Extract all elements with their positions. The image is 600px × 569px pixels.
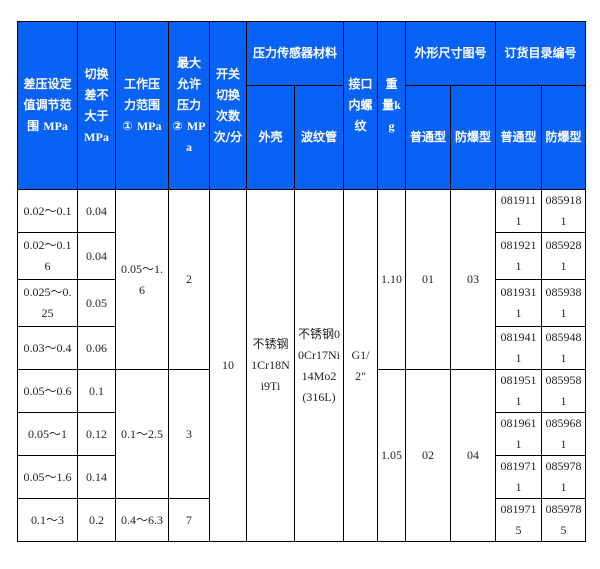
header-switch-diff: 切换差不大于 MPa [77, 21, 116, 190]
header-bellows: 波纹管 [293, 85, 345, 190]
cell-max-pressure: 7 [168, 498, 210, 542]
cell-order-normal: 0819715 [495, 498, 543, 542]
header-unit: kg [388, 98, 401, 133]
cell-switch-diff: 0.12 [77, 412, 116, 456]
cell-order-normal: 0819311 [495, 279, 543, 327]
cell-bellows: 不锈钢00Cr17Ni14Mo2(316L) [293, 189, 345, 542]
cell-order-ex: 0859481 [541, 326, 587, 370]
cell-max-pressure: 2 [168, 189, 210, 370]
cell-weight: 1.10 [377, 189, 407, 370]
cell-order-normal: 0819111 [495, 189, 543, 233]
header-shell: 外壳 [246, 85, 295, 190]
cell-order-normal: 0819411 [495, 326, 543, 370]
cell-work-range: 0.1～2.5 [115, 369, 169, 499]
header-diff-range: 差压设定值调节范围 MPa [17, 21, 78, 190]
header-label: 最大允许压力② [172, 56, 201, 133]
cell-outline-ex: 04 [450, 369, 497, 542]
table-row: 0.02～0.1 0.04 0.05～1.6 2 10 不锈钢1Cr18Ni9T… [17, 189, 587, 542]
header-outline-no: 外形尺寸图号 [405, 21, 497, 86]
cell-diff-range: 0.05～1.6 [17, 455, 78, 499]
header-max-pressure: 最大允许压力② MPa [168, 21, 210, 190]
cell-order-normal: 0819711 [495, 455, 543, 499]
header-label: 差压设定值调节范围 [23, 77, 72, 133]
cell-outline-normal: 01 [405, 189, 452, 370]
header-sensor-material: 压力传感器材料 [245, 21, 345, 86]
header-unit: MPa [186, 119, 206, 154]
cell-order-ex: 0859181 [541, 189, 587, 233]
spec-table: 差压设定值调节范围 MPa 切换差不大于 MPa 工作压力范围① MPa 最大允许… [17, 21, 587, 542]
table-row: 0.02～0.16 0.04 0819211 0859281 [17, 232, 587, 280]
cell-switch-diff: 0.1 [77, 369, 116, 413]
table-row: 0.05～1.6 0.14 0819711 0859781 [17, 455, 587, 499]
cell-diff-range: 0.025～0.25 [17, 279, 78, 327]
header-unit: MPa [84, 129, 109, 144]
cell-switch-diff: 0.06 [77, 326, 116, 370]
header-switch-freq: 开关切换次数次/分 [209, 21, 247, 190]
cell-order-ex: 0859581 [541, 369, 587, 413]
cell-order-ex: 0859781 [541, 455, 587, 499]
cell-order-ex: 0859681 [541, 412, 587, 456]
header-label: 工作压力范围① [122, 77, 160, 133]
header-outline-ex: 防爆型 [450, 85, 497, 190]
cell-work-range: 0.4～6.3 [115, 498, 169, 542]
cell-diff-range: 0.02～0.16 [17, 232, 78, 280]
cell-switch-freq: 10 [209, 189, 247, 542]
cell-order-ex: 0859381 [541, 279, 587, 327]
header-work-range: 工作压力范围① MPa [115, 21, 169, 190]
header-order-ex: 防爆型 [541, 85, 587, 190]
cell-order-normal: 0819611 [495, 412, 543, 456]
cell-order-ex: 0859281 [541, 232, 587, 280]
cell-switch-diff: 0.2 [77, 498, 116, 542]
cell-switch-diff: 0.04 [77, 232, 116, 280]
header-weight: 重量kg [377, 21, 407, 190]
cell-diff-range: 0.05～0.6 [17, 369, 78, 413]
header-port-thread: 接口内螺纹 [343, 21, 379, 190]
header-outline-normal: 普通型 [405, 85, 452, 190]
cell-switch-diff: 0.05 [77, 279, 116, 327]
cell-switch-diff: 0.14 [77, 455, 116, 499]
cell-diff-range: 0.02～0.1 [17, 189, 78, 233]
cell-weight: 1.05 [377, 369, 407, 542]
cell-order-ex: 0859785 [541, 498, 587, 542]
cell-order-normal: 0819211 [495, 232, 543, 280]
cell-diff-range: 0.1～3 [17, 498, 78, 542]
table-row: 0.05～1 0.12 0819611 0859681 [17, 412, 587, 456]
header-unit: MPa [43, 119, 68, 133]
cell-diff-range: 0.05～1 [17, 412, 78, 456]
table-row: 0.1～3 0.2 0.4～6.3 7 0819715 0859785 [17, 498, 587, 542]
table-row: 0.025～0.25 0.05 0819311 0859381 [17, 279, 587, 327]
cell-outline-ex: 03 [450, 189, 497, 370]
table-row: 0.05～0.6 0.1 0.1～2.5 3 1.05 02 04 081951… [17, 369, 587, 542]
header-order-no: 订货目录编号 [495, 21, 587, 86]
cell-diff-range: 0.03～0.4 [17, 326, 78, 370]
cell-work-range: 0.05～1.6 [115, 189, 169, 370]
cell-switch-diff: 0.04 [77, 189, 116, 233]
cell-outline-normal: 02 [405, 369, 452, 542]
header-label: 重量 [382, 77, 398, 112]
cell-port-thread: G1/2" [343, 189, 379, 542]
header-order-normal: 普通型 [495, 85, 543, 190]
header-unit: MPa [136, 119, 162, 133]
cell-shell: 不锈钢1Cr18Ni9Ti [246, 189, 295, 542]
cell-order-normal: 0819511 [495, 369, 543, 413]
cell-max-pressure: 3 [168, 369, 210, 499]
header-label: 切换差不大于 [84, 66, 109, 123]
